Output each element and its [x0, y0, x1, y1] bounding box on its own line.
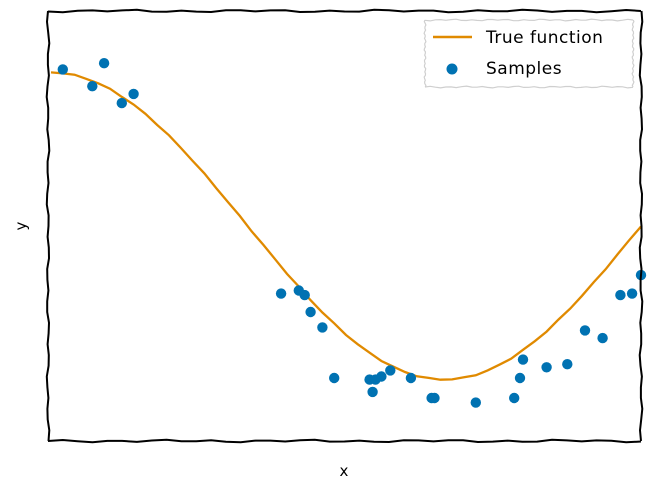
y-axis-label: y [12, 221, 30, 230]
sample-point [116, 97, 128, 109]
sample-point [429, 392, 440, 404]
legend: True function Samples [423, 18, 635, 89]
sample-point [509, 392, 520, 404]
true-function-line [50, 71, 642, 381]
sample-point [275, 288, 287, 299]
sample-point [615, 289, 626, 301]
sample-point [597, 332, 608, 344]
sample-point [514, 372, 526, 384]
sample-point [57, 64, 68, 75]
legend-box [423, 18, 635, 89]
sample-point [376, 371, 387, 382]
legend-label-samples: Samples [486, 59, 562, 79]
sample-point [579, 325, 591, 336]
sample-point [299, 289, 310, 301]
x-axis-label: x [340, 462, 349, 480]
sample-point [562, 359, 573, 370]
sample-point [128, 88, 139, 100]
sample-point [87, 81, 98, 92]
sample-point [626, 288, 638, 299]
sample-point [305, 306, 316, 318]
sample-point [98, 58, 110, 69]
sample-point [329, 372, 340, 384]
sample-point [517, 354, 529, 365]
sample-point [385, 365, 396, 376]
sample-point [317, 322, 328, 333]
axes-frame [45, 8, 644, 444]
sample-point [367, 386, 378, 398]
legend-dot-swatch [446, 63, 458, 75]
sample-point [405, 372, 417, 384]
sample-point [470, 397, 481, 408]
sample-point [541, 362, 552, 373]
legend-label-true-function: True function [485, 28, 603, 48]
plot-layer [50, 58, 647, 408]
